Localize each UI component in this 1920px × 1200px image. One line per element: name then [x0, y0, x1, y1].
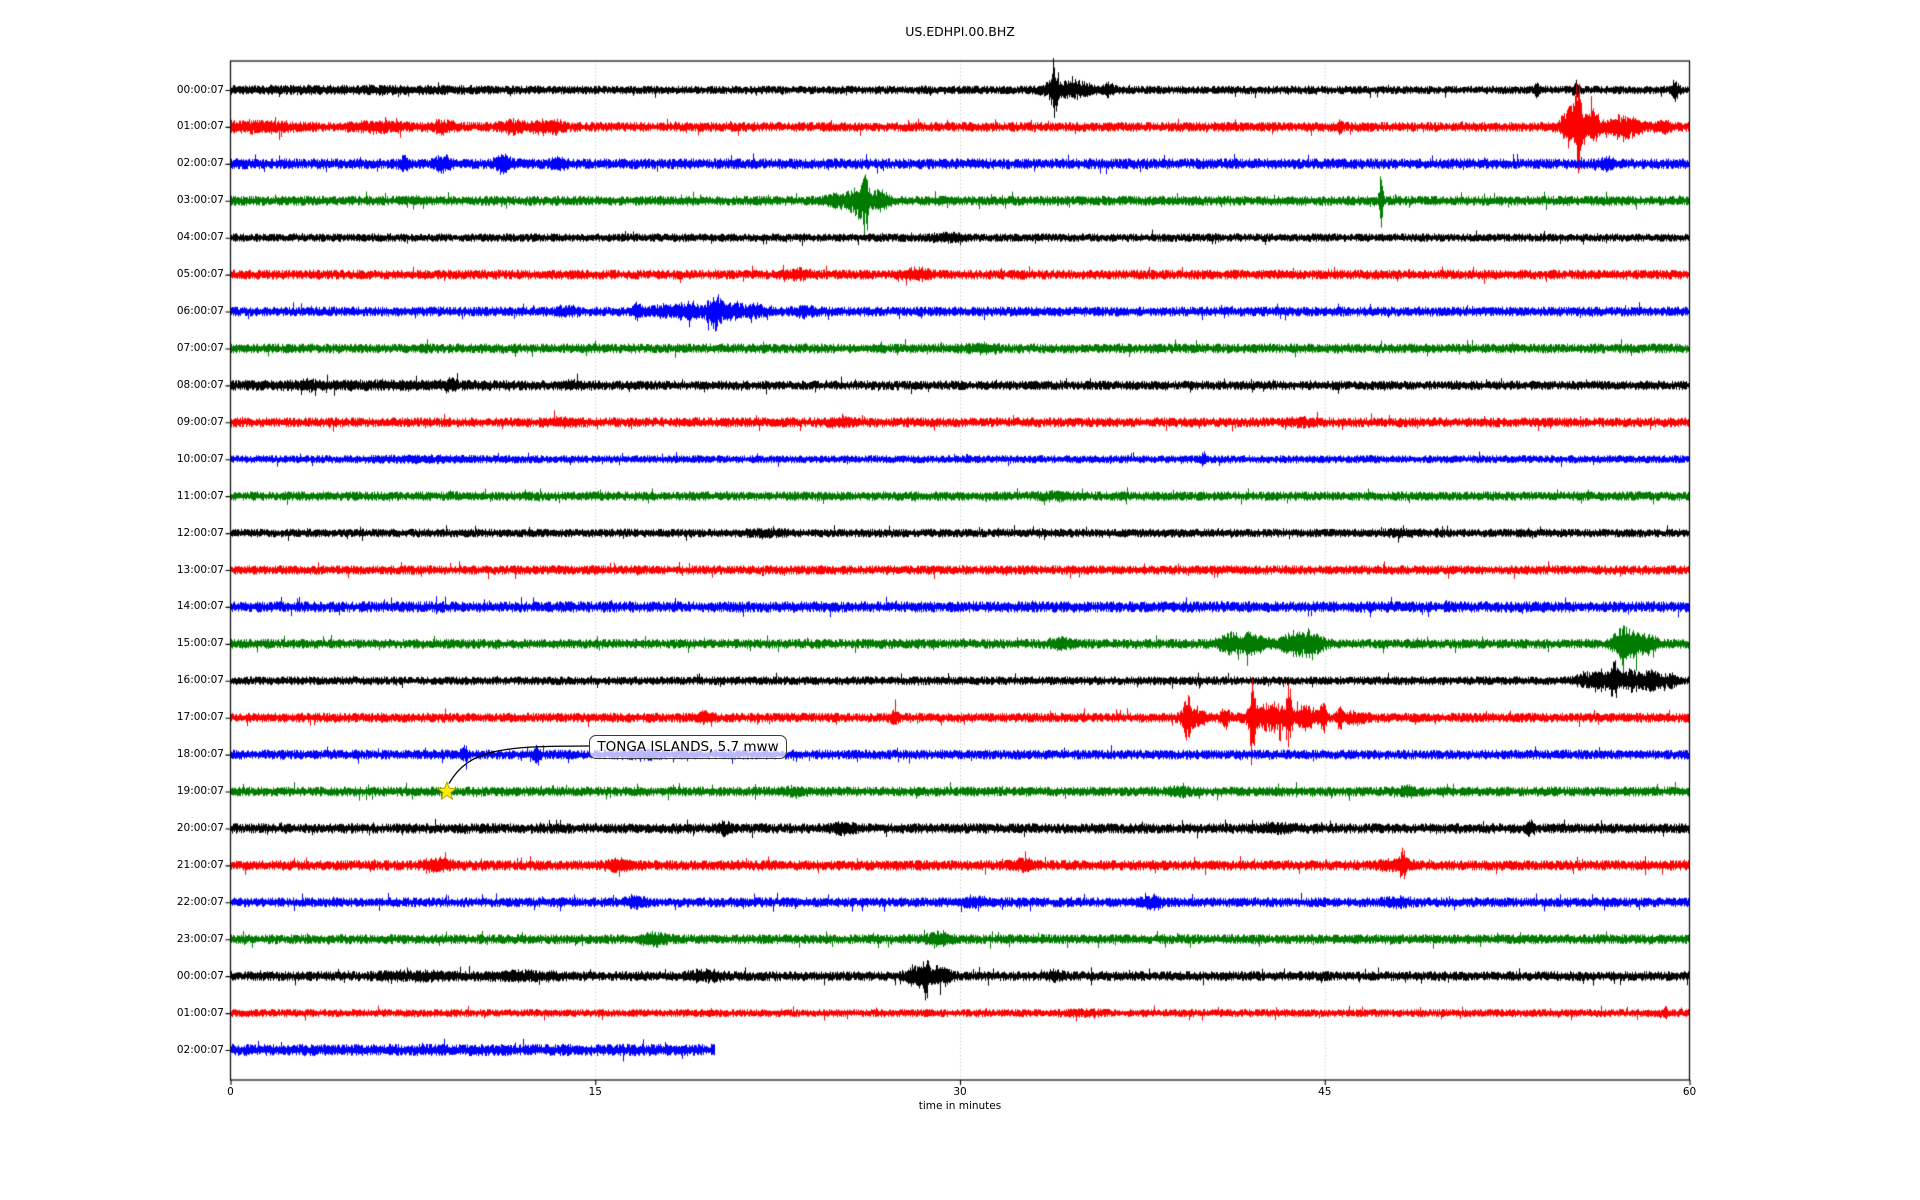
event-annotation: TONGA ISLANDS, 5.7 mww — [589, 735, 787, 759]
row-label: 19:00:07 — [176, 785, 224, 798]
row-label: 14:00:07 — [176, 600, 224, 613]
x-tick-label: 45 — [1318, 1086, 1332, 1098]
row-label: 02:00:07 — [176, 1043, 224, 1056]
row-label: 00:00:07 — [176, 969, 224, 982]
row-label: 01:00:07 — [176, 120, 224, 133]
row-label: 09:00:07 — [176, 415, 224, 428]
row-label: 02:00:07 — [176, 157, 224, 170]
row-label: 05:00:07 — [176, 268, 224, 281]
row-label: 11:00:07 — [176, 489, 224, 502]
row-label: 06:00:07 — [176, 305, 224, 318]
row-label: 15:00:07 — [176, 637, 224, 650]
row-label: 08:00:07 — [176, 378, 224, 391]
row-label: 23:00:07 — [176, 932, 224, 945]
row-label: 16:00:07 — [176, 674, 224, 687]
row-label: 21:00:07 — [176, 858, 224, 871]
x-tick-label: 15 — [588, 1086, 602, 1098]
x-tick-label: 60 — [1682, 1086, 1697, 1098]
row-label: 12:00:07 — [176, 526, 224, 539]
row-label: 01:00:07 — [176, 1006, 224, 1019]
x-axis-label: time in minutes — [918, 1100, 1002, 1112]
row-label: 03:00:07 — [176, 194, 224, 207]
row-label: 18:00:07 — [176, 748, 224, 761]
row-label: 13:00:07 — [176, 563, 224, 576]
row-label: 20:00:07 — [176, 821, 224, 834]
row-label: 10:00:07 — [176, 452, 224, 465]
row-label: 22:00:07 — [176, 895, 224, 908]
row-label: 17:00:07 — [176, 711, 224, 724]
x-tick-label: 0 — [227, 1086, 234, 1098]
x-tick-label: 30 — [953, 1086, 967, 1098]
figure-title: US.EDHPI.00.BHZ — [905, 24, 1015, 39]
row-label: 00:00:07 — [176, 83, 224, 96]
row-label: 04:00:07 — [176, 231, 224, 244]
row-label: 07:00:07 — [176, 341, 224, 354]
